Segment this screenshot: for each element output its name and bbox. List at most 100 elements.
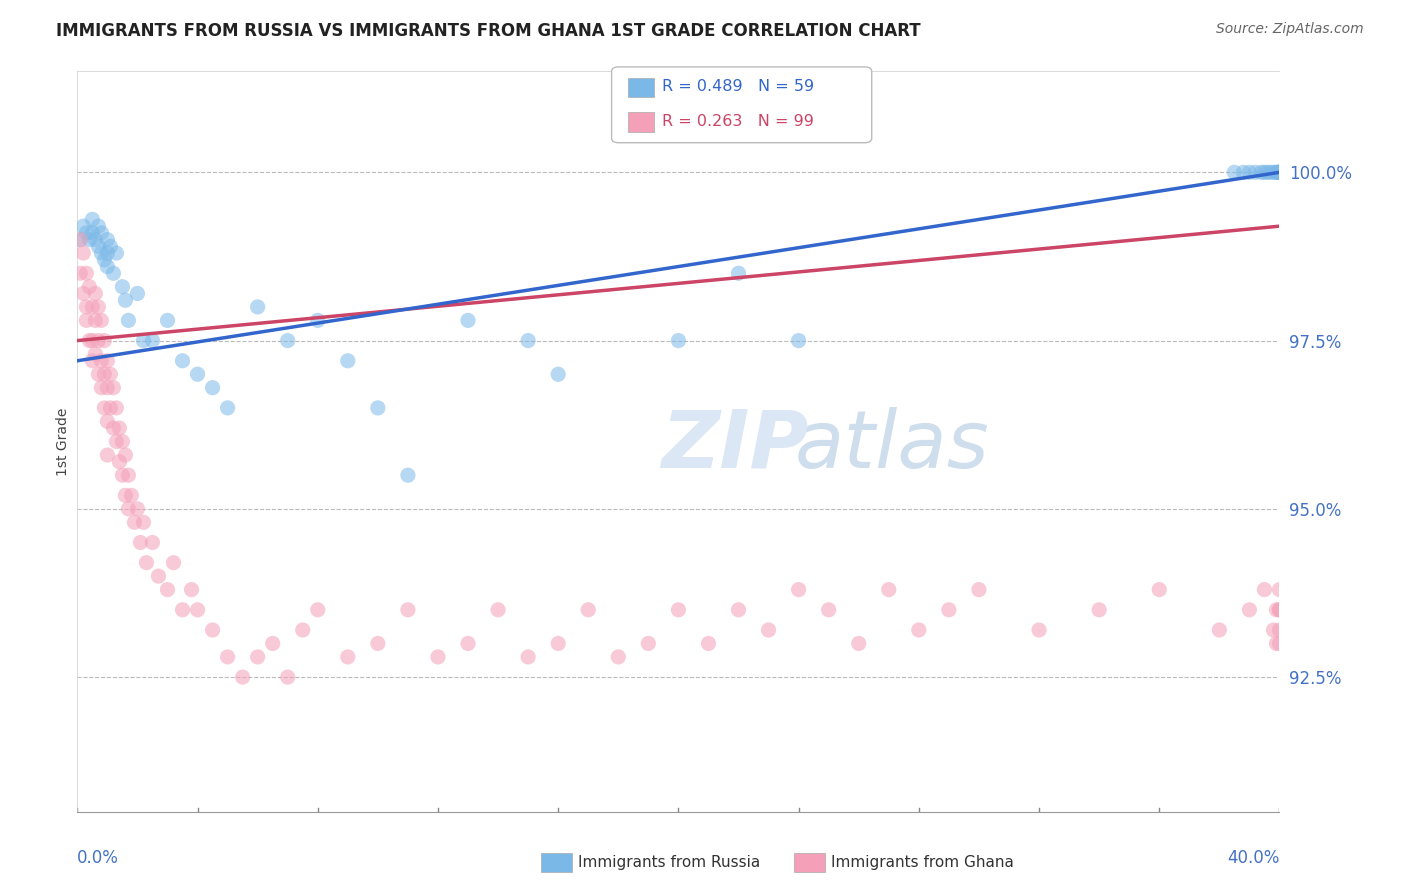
Point [127,501,149,516]
Point [1265,165,1288,179]
Point [105,246,128,260]
Point [79,279,101,293]
Point [517,334,540,348]
Point [1268,165,1291,179]
Point [217,649,239,664]
Point [82,212,104,227]
Point [82,353,104,368]
Point [607,649,630,664]
Point [787,582,810,597]
Point [727,266,749,280]
Point [201,623,224,637]
Point [1260,165,1282,179]
Point [93,252,115,267]
Point [69,233,91,247]
Point [129,535,152,549]
Point [90,353,112,368]
Point [1268,636,1291,650]
Point [967,582,990,597]
Point [96,233,118,247]
Point [367,636,389,650]
Point [111,434,134,449]
Point [817,603,839,617]
Point [87,239,110,253]
Point [79,233,101,247]
Point [1028,623,1050,637]
Point [336,353,359,368]
Point [90,246,112,260]
Point [727,603,749,617]
Point [156,313,179,327]
Point [96,448,118,462]
Point [84,313,107,327]
Point [75,300,97,314]
Point [1088,603,1111,617]
Point [1256,165,1278,179]
Point [124,516,146,530]
Point [1268,165,1291,179]
Point [105,434,128,449]
Point [90,313,112,327]
Point [1253,165,1275,179]
Point [367,401,389,415]
Point [96,381,118,395]
Point [938,603,960,617]
Point [457,313,479,327]
Point [132,334,155,348]
Point [93,334,115,348]
Point [148,569,170,583]
Point [758,623,780,637]
Point [1268,603,1291,617]
Point [103,381,125,395]
Point [262,636,284,650]
Point [87,219,110,234]
Point [848,636,870,650]
Text: IMMIGRANTS FROM RUSSIA VS IMMIGRANTS FROM GHANA 1ST GRADE CORRELATION CHART: IMMIGRANTS FROM RUSSIA VS IMMIGRANTS FRO… [56,22,921,40]
Point [1253,582,1275,597]
Point [75,226,97,240]
Point [1263,623,1285,637]
Point [1265,603,1288,617]
Text: Immigrants from Ghana: Immigrants from Ghana [831,855,1014,870]
Point [1232,165,1254,179]
Point [307,603,329,617]
Point [336,649,359,664]
Point [117,501,139,516]
Point [1268,165,1291,179]
Point [90,226,112,240]
Point [457,636,479,650]
Point [84,286,107,301]
Point [87,300,110,314]
Point [246,649,269,664]
Point [547,636,569,650]
Point [1208,623,1230,637]
Point [307,313,329,327]
Text: R = 0.489   N = 59: R = 0.489 N = 59 [662,78,814,94]
Text: 40.0%: 40.0% [1227,848,1279,867]
Point [1265,165,1288,179]
Point [114,488,136,502]
Point [1149,582,1171,597]
Point [72,219,94,234]
Point [79,334,101,348]
Point [547,368,569,382]
Point [90,381,112,395]
Text: Source: ZipAtlas.com: Source: ZipAtlas.com [1216,22,1364,37]
Text: atlas: atlas [794,407,990,485]
Point [246,300,269,314]
Point [127,286,149,301]
Point [1265,636,1288,650]
Point [1268,165,1291,179]
Point [1268,165,1291,179]
Point [108,455,131,469]
Point [1239,165,1261,179]
Point [277,334,299,348]
Point [877,582,900,597]
Point [668,334,690,348]
Point [162,556,184,570]
Point [486,603,509,617]
Point [100,368,122,382]
Point [111,468,134,483]
Text: R = 0.263   N = 99: R = 0.263 N = 99 [662,113,814,128]
Point [1244,165,1267,179]
